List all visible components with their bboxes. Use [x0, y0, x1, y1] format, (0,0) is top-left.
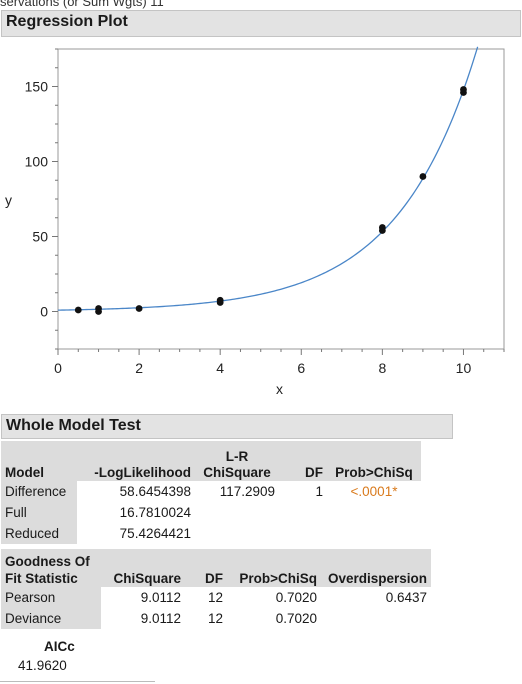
row-label: Difference: [1, 481, 77, 502]
x-tick-label: 10: [456, 360, 472, 376]
data-point: [460, 86, 467, 93]
cell-loglik: 58.6454398: [119, 484, 191, 499]
data-point: [95, 305, 102, 312]
col-lr-chisquare-top: L-R: [225, 449, 249, 464]
cell-chisq: 117.2909: [219, 484, 275, 499]
cell-df: 12: [207, 611, 223, 626]
x-tick-label: 2: [135, 360, 143, 376]
y-tick-label: 0: [40, 304, 48, 320]
data-point: [378, 224, 386, 231]
col-prob-chisq: Prob>ChiSq: [227, 549, 321, 587]
x-axis: 0 2 4 6 8 10: [54, 349, 505, 376]
y-tick-label: 150: [25, 79, 49, 95]
x-tick-label: 0: [54, 360, 62, 376]
y-axis-label: y: [5, 192, 12, 208]
cell-chisq: 9.0112: [140, 611, 181, 626]
y-axis: 0 50 100 150: [25, 48, 58, 350]
x-tick-label: 4: [216, 360, 224, 376]
fit-curve: [57, 46, 479, 311]
whole-model-test-title: Whole Model Test: [6, 417, 141, 434]
table-row: Pearson 9.0112 12 0.7020 0.6437: [1, 587, 431, 608]
table-row: Reduced 75.4264421: [1, 523, 421, 544]
data-point: [135, 305, 143, 312]
col-prob-chisq: Prob>ChiSq: [327, 441, 421, 481]
cell-prob: 0.7020: [275, 611, 317, 626]
x-tick-label: 6: [297, 360, 305, 376]
whole-model-test-header[interactable]: Whole Model Test: [1, 414, 453, 439]
cell-prob: 0.7020: [275, 590, 317, 605]
data-point: [419, 173, 427, 180]
col-fit-statistic-bottom: Fit Statistic: [5, 571, 78, 586]
col-df: DF: [185, 549, 227, 587]
col-chisquare: ChiSquare: [101, 549, 185, 587]
data-point: [216, 296, 224, 304]
cell-overdispersion: [321, 608, 431, 629]
whole-model-test-table: Model -LogLikelihood L-R ChiSquare DF Pr…: [1, 441, 421, 544]
goodness-of-fit-table: Goodness Of Fit Statistic ChiSquare DF P…: [1, 549, 431, 629]
row-label: Full: [1, 502, 77, 523]
cell-loglik: 16.7810024: [119, 505, 191, 520]
cell-overdispersion: 0.6437: [385, 590, 427, 605]
table-row: Deviance 9.0112 12 0.7020: [1, 608, 431, 629]
col-df: DF: [279, 441, 327, 481]
col-model: Model: [1, 441, 77, 481]
cell-loglik: 75.4264421: [119, 526, 191, 541]
col-fit-statistic: Goodness Of Fit Statistic: [1, 549, 101, 587]
cell-chisq: 9.0112: [140, 590, 181, 605]
row-label: Deviance: [1, 608, 101, 629]
cell-df: 12: [207, 590, 223, 605]
x-tick-label: 8: [378, 360, 386, 376]
aicc-value: 41.9620: [18, 658, 67, 673]
row-label: Reduced: [1, 523, 77, 544]
aicc-label: AICc: [44, 639, 75, 654]
y-tick-label: 100: [25, 154, 49, 170]
col-loglikelihood: -LogLikelihood: [77, 441, 195, 481]
y-tick-label: 50: [32, 229, 48, 245]
regression-plot-header[interactable]: Regression Plot: [1, 10, 521, 37]
table-row: Full 16.7810024: [1, 502, 421, 523]
regression-plot-title: Regression Plot: [6, 13, 128, 30]
data-point: [74, 306, 82, 314]
data-points: [74, 86, 467, 315]
cell-df: 1: [315, 484, 323, 499]
col-lr-chisquare-bottom: ChiSquare: [203, 465, 271, 480]
plot-frame: [57, 48, 505, 350]
row-label: Pearson: [1, 587, 101, 608]
x-axis-label: x: [276, 381, 283, 397]
col-overdispersion: Overdispersion: [321, 549, 431, 587]
regression-chart[interactable]: 0 50 100 150 0 2 4 6 8 10 y x: [0, 0, 522, 410]
col-lr-chisquare: L-R ChiSquare: [195, 441, 279, 481]
table-row: Difference 58.6454398 117.2909 1 <.0001*: [1, 481, 421, 502]
cell-prob-significant: <.0001*: [350, 484, 398, 499]
col-fit-statistic-top: Goodness Of: [5, 554, 90, 569]
divider: [0, 681, 155, 682]
clipped-observations-text: servations (or Sum Wgts) 11: [0, 0, 164, 9]
